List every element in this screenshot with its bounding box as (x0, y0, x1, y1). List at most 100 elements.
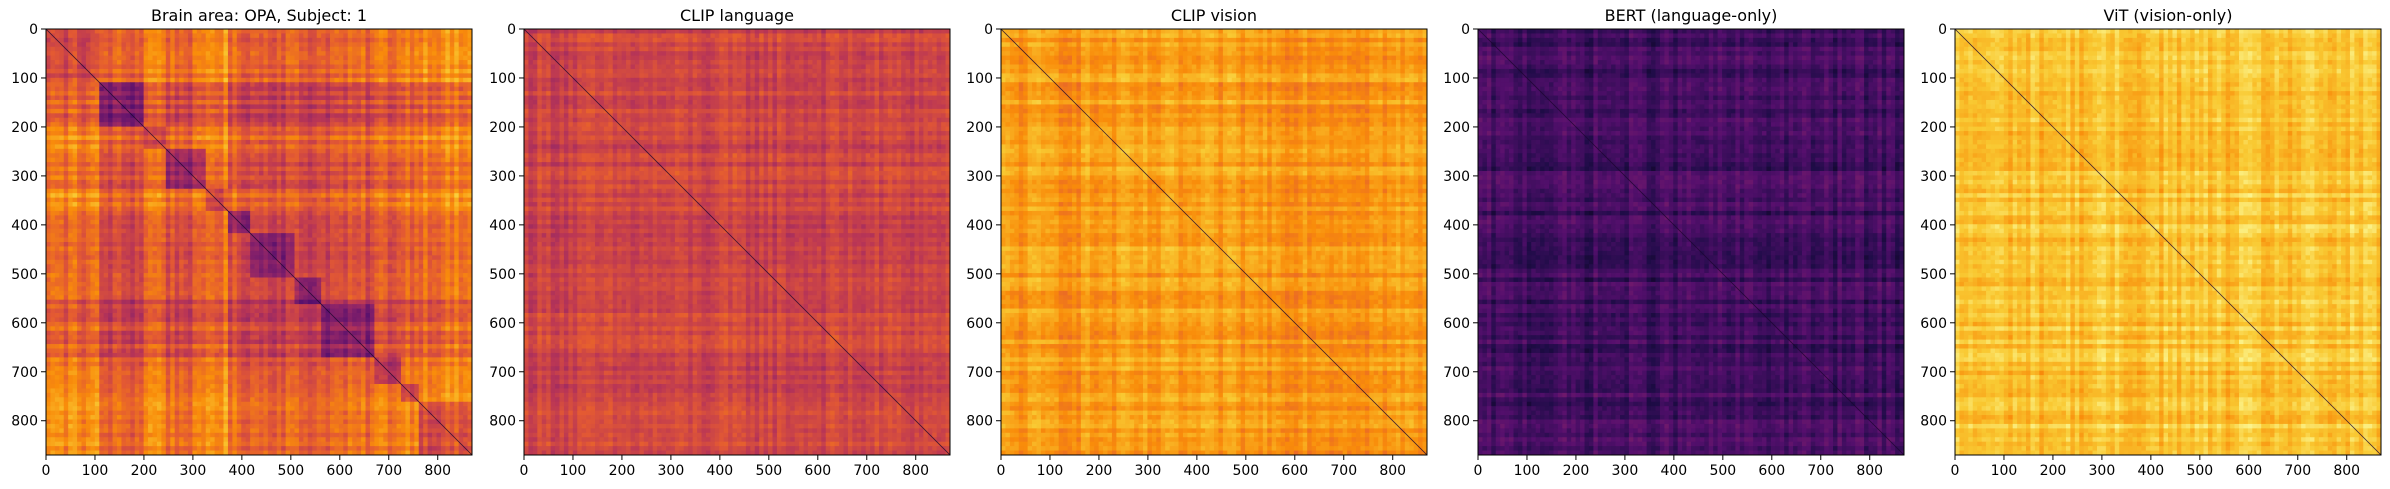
x-tick-label: 800 (424, 463, 451, 479)
y-tick-label: 300 (1443, 169, 1470, 185)
chart-title: CLIP language (680, 6, 794, 25)
y-tick-label: 100 (11, 71, 38, 87)
diagonal-line (1955, 29, 2381, 455)
diagonal-line (46, 29, 472, 455)
diagonal-line (1001, 29, 1427, 455)
y-tick-label: 400 (11, 218, 38, 234)
x-tick-label: 100 (82, 463, 109, 479)
y-tick-label: 500 (489, 267, 516, 283)
x-tick-label: 100 (1514, 463, 1541, 479)
x-tick-label: 400 (2137, 463, 2164, 479)
y-tick-label: 800 (489, 414, 516, 430)
y-tick-label: 100 (489, 71, 516, 87)
x-tick-label: 500 (1709, 463, 1736, 479)
chart-title: BERT (language-only) (1605, 6, 1778, 25)
chart-title: Brain area: OPA, Subject: 1 (151, 6, 367, 25)
x-tick-label: 700 (1330, 463, 1357, 479)
x-tick-label: 300 (2089, 463, 2116, 479)
x-tick-label: 800 (1856, 463, 1883, 479)
y-tick-label: 100 (966, 71, 993, 87)
chart-title: CLIP vision (1171, 6, 1257, 25)
heatmap-panel-3: CLIP vision 0 100 200 300 400 500 600 700 800 0 100… (966, 6, 1428, 479)
x-tick-label: 200 (609, 463, 636, 479)
y-tick-label: 500 (1443, 267, 1470, 283)
y-tick-label: 600 (11, 316, 38, 332)
y-tick-label: 500 (11, 267, 38, 283)
heatmap-image (1001, 29, 1427, 455)
heatmap-panel-5: ViT (vision-only) 0 100 200 300 400 500 600 700 8… (1920, 6, 2382, 479)
x-tick-label: 400 (706, 463, 733, 479)
x-tick-label: 200 (1086, 463, 1113, 479)
heatmap-panel-4: BERT (language-only) 0 100 200 300 400 500 600 7… (1443, 6, 1905, 479)
x-tick-label: 100 (560, 463, 587, 479)
x-tick-label: 600 (2235, 463, 2262, 479)
x-tick-label: 700 (2284, 463, 2311, 479)
y-tick-label: 600 (1443, 316, 1470, 332)
x-tick-label: 600 (1281, 463, 1308, 479)
y-tick-label: 100 (1443, 71, 1470, 87)
y-tick-label: 600 (966, 316, 993, 332)
heatmap-image (46, 29, 472, 455)
y-tick-label: 200 (489, 120, 516, 136)
x-tick-label: 100 (1991, 463, 2018, 479)
y-tick-label: 700 (11, 365, 38, 381)
y-tick-label: 500 (1920, 267, 1947, 283)
chart-title: ViT (vision-only) (2104, 6, 2233, 25)
y-tick-label: 500 (966, 267, 993, 283)
y-tick-label: 400 (966, 218, 993, 234)
x-tick-label: 0 (520, 463, 529, 479)
heatmap-panel-1: Brain area: OPA, Subject: 1 0 100 200 300 400… (11, 6, 473, 479)
x-tick-label: 400 (1183, 463, 1210, 479)
x-tick-label: 0 (1951, 463, 1960, 479)
x-tick-label: 0 (1474, 463, 1483, 479)
y-tick-label: 800 (966, 414, 993, 430)
x-tick-label: 0 (997, 463, 1006, 479)
y-tick-label: 200 (11, 120, 38, 136)
y-tick-label: 300 (489, 169, 516, 185)
y-tick-label: 600 (1920, 316, 1947, 332)
x-tick-label: 200 (131, 463, 158, 479)
y-tick-label: 700 (966, 365, 993, 381)
axes-frame (1477, 28, 1905, 456)
x-tick-label: 300 (1135, 463, 1162, 479)
x-tick-label: 300 (180, 463, 207, 479)
axes-frame (1000, 28, 1428, 456)
x-tick-label: 800 (2333, 463, 2360, 479)
y-tick-label: 300 (11, 169, 38, 185)
y-tick-label: 800 (1920, 414, 1947, 430)
axes-frame (523, 28, 951, 456)
heatmap-panel-2: CLIP language 0 100 200 300 400 500 600 700 800 0 1… (489, 6, 951, 479)
x-tick-label: 100 (1037, 463, 1064, 479)
y-tick-label: 800 (1443, 414, 1470, 430)
heatmap-image (1478, 29, 1904, 455)
x-tick-label: 500 (755, 463, 782, 479)
x-tick-label: 500 (2186, 463, 2213, 479)
x-tick-label: 600 (1758, 463, 1785, 479)
y-tick-label: 700 (1920, 365, 1947, 381)
x-tick-label: 0 (42, 463, 51, 479)
x-tick-label: 300 (1612, 463, 1639, 479)
y-tick-label: 200 (1920, 120, 1947, 136)
y-tick-label: 100 (1920, 71, 1947, 87)
y-tick-label: 400 (489, 218, 516, 234)
axes-frame (45, 28, 473, 456)
x-tick-label: 600 (326, 463, 353, 479)
x-tick-label: 800 (1379, 463, 1406, 479)
y-tick-label: 200 (1443, 120, 1470, 136)
x-tick-label: 400 (228, 463, 255, 479)
heatmap-image (1955, 29, 2381, 455)
y-tick-label: 300 (966, 169, 993, 185)
y-tick-label: 400 (1920, 218, 1947, 234)
x-tick-label: 500 (277, 463, 304, 479)
y-tick-label: 700 (1443, 365, 1470, 381)
y-tick-label: 0 (1938, 22, 1947, 38)
axes-frame (1954, 28, 2382, 456)
x-tick-label: 200 (1563, 463, 1590, 479)
y-tick-label: 400 (1443, 218, 1470, 234)
y-tick-label: 0 (1461, 22, 1470, 38)
x-tick-label: 300 (658, 463, 685, 479)
x-tick-label: 800 (902, 463, 929, 479)
y-tick-label: 700 (489, 365, 516, 381)
x-tick-label: 500 (1232, 463, 1259, 479)
